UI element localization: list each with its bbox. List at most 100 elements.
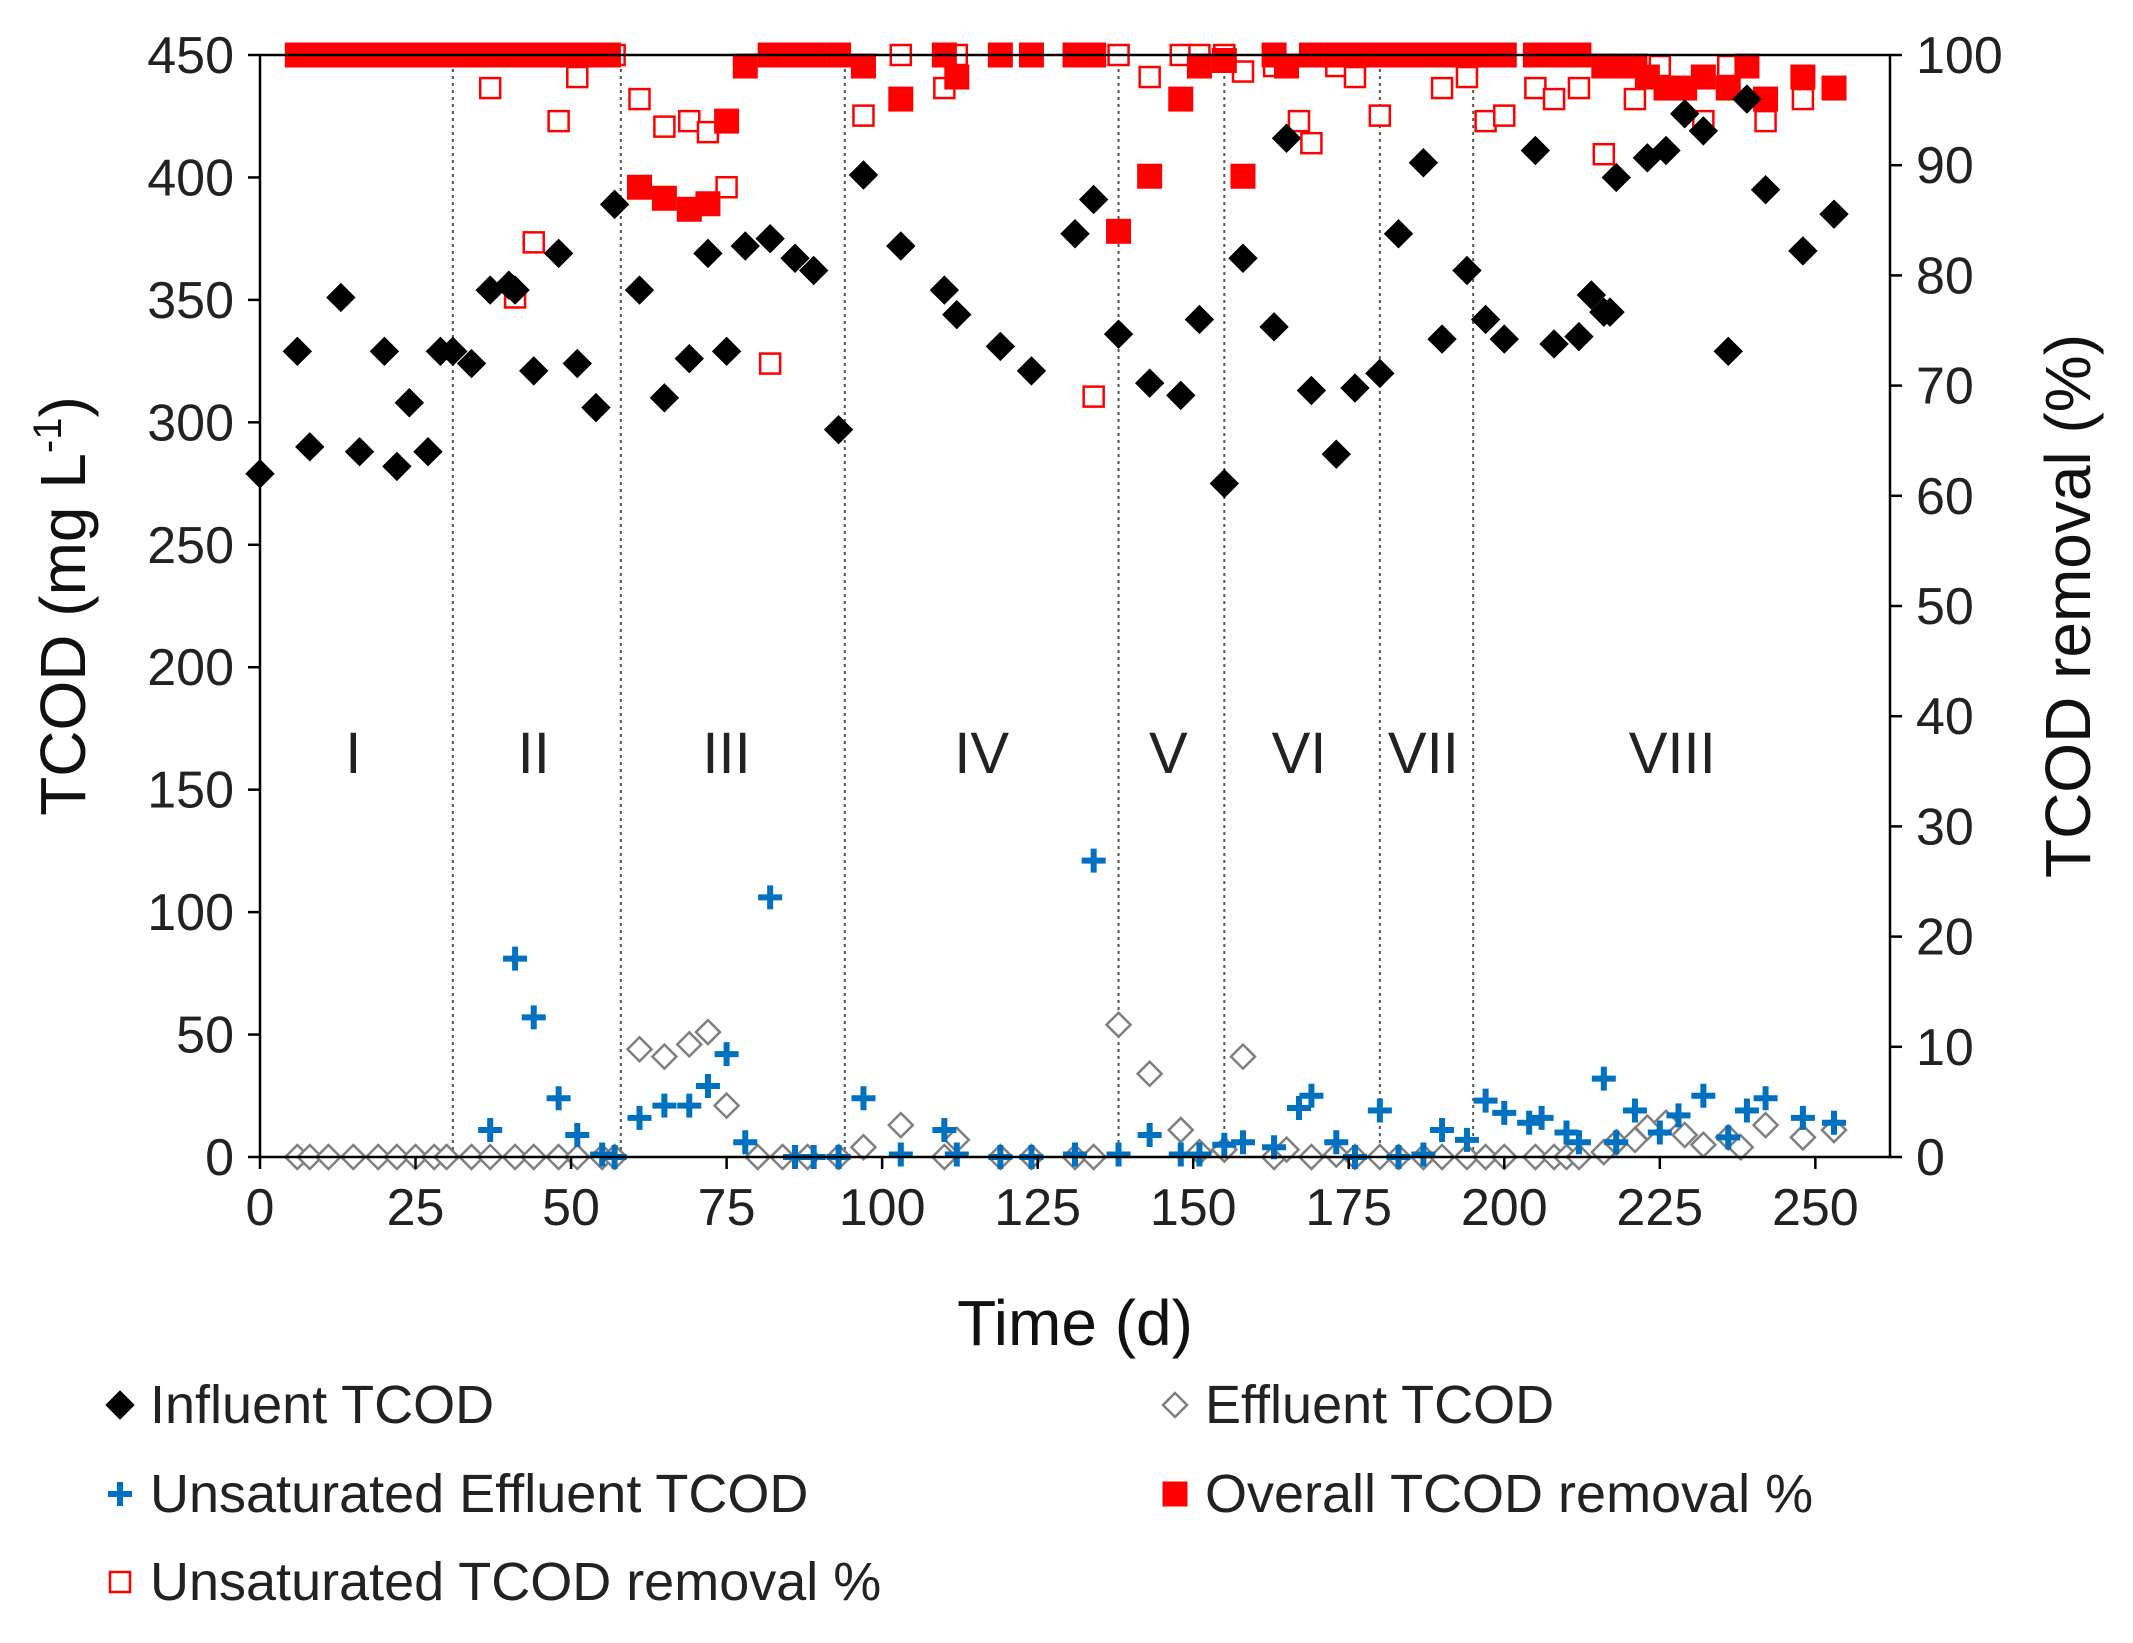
tick-marks-and-labels: 0 25 50 75 100 125 150 175 200 225 250050100150200…: [147, 27, 2003, 1237]
data-point: [1716, 1125, 1741, 1150]
data-point: [1790, 64, 1816, 90]
data-point: [1322, 1140, 1351, 1169]
data-point: [1138, 65, 1161, 89]
phase-label: II: [518, 721, 550, 786]
data-point: [562, 348, 592, 379]
y-tick-label: 50: [176, 1007, 234, 1065]
y-tick-label: 450: [147, 27, 234, 85]
phase-label: VII: [1388, 721, 1459, 786]
data-point: [1669, 99, 1700, 129]
data-point: [695, 1073, 720, 1098]
legend-marker: [1162, 1481, 1188, 1507]
data-point: [1259, 312, 1289, 342]
data-point: [1520, 135, 1551, 166]
data-point: [1078, 184, 1109, 215]
data-point: [714, 1042, 739, 1067]
data-point: [678, 109, 701, 133]
data-point: [369, 336, 400, 367]
data-point: [677, 1093, 702, 1118]
x-tick-label: 150: [1150, 1179, 1237, 1237]
data-point: [1688, 116, 1719, 146]
data-point: [344, 437, 375, 467]
data-point: [798, 255, 829, 286]
y2-tick-label: 10: [1916, 1019, 1974, 1077]
data-point: [849, 1133, 878, 1161]
y-tick-label: 100: [147, 884, 234, 942]
data-point: [1430, 76, 1454, 100]
data-point: [1300, 131, 1323, 155]
data-point: [1368, 104, 1392, 127]
data-point: [1591, 1066, 1616, 1091]
data-point: [932, 1118, 957, 1143]
data-point: [599, 189, 630, 220]
data-point: [1567, 76, 1591, 100]
data-point: [1539, 329, 1569, 359]
data-point: [413, 437, 443, 467]
y2-tick-label: 50: [1916, 578, 1974, 636]
data-point: [852, 104, 875, 127]
data-point: [522, 231, 545, 254]
data-point: [1732, 84, 1762, 114]
data-point: [732, 53, 758, 79]
data-point: [1651, 135, 1681, 166]
data-point: [1166, 380, 1196, 411]
y-axis-title: TCOD (mg L-1): [26, 396, 99, 816]
data-point: [1287, 109, 1311, 133]
data-point: [624, 275, 655, 305]
data-point: [394, 388, 425, 418]
y2-tick-label: 20: [1916, 909, 1974, 967]
data-point: [1063, 1142, 1087, 1167]
y-axis-title-end: ): [27, 396, 99, 417]
data-point: [1104, 1010, 1133, 1039]
x-tick-label: 250: [1772, 1179, 1859, 1237]
legend-label: Unsaturated Effluent TCOD: [150, 1464, 808, 1524]
phase-label: III: [702, 721, 750, 786]
phase-label: V: [1149, 721, 1188, 786]
data-point: [651, 185, 677, 211]
data-point: [282, 336, 313, 367]
data-point: [326, 282, 356, 313]
data-point: [1271, 123, 1302, 153]
phase-labels: I II III IV V VI VII VIII: [345, 721, 1716, 786]
data-point: [1489, 324, 1519, 354]
y-tick-label: 250: [147, 517, 234, 575]
data-point: [521, 1005, 546, 1030]
y-tick-label: 350: [147, 272, 234, 330]
data-point: [478, 76, 502, 100]
data-point: [650, 1042, 679, 1071]
x-axis-title: Time (d): [957, 1287, 1193, 1359]
data-point: [1427, 324, 1457, 354]
legend-label: Unsaturated TCOD removal %: [150, 1552, 881, 1612]
data-point: [456, 348, 487, 379]
data-point: [850, 53, 876, 79]
data-point: [1229, 1042, 1257, 1071]
y2-tick-label: 100: [1916, 27, 2003, 85]
data-point: [694, 1018, 722, 1046]
data-point: [543, 238, 574, 269]
data-point: [1623, 87, 1647, 111]
data-point: [627, 1105, 652, 1130]
data-point: [944, 1142, 969, 1167]
y2-tick-label: 60: [1916, 468, 1974, 526]
data-point: [1819, 199, 1849, 229]
data-point: [1670, 1121, 1699, 1149]
data-point: [1791, 87, 1815, 111]
data-point: [547, 109, 570, 133]
y2-tick-label: 80: [1916, 247, 1974, 305]
data-point: [628, 87, 651, 111]
legend-item: Influent TCOD: [105, 1375, 494, 1435]
data-point: [1790, 1105, 1815, 1130]
x-tick-label: 125: [994, 1179, 1081, 1237]
data-point: [755, 223, 785, 254]
data-point: [1493, 104, 1516, 127]
phase-label: I: [345, 721, 361, 786]
x-tick-label: 50: [542, 1179, 600, 1237]
data-point: [1321, 439, 1352, 469]
data-point: [1789, 1123, 1817, 1152]
x-tick-label: 75: [698, 1179, 756, 1237]
data-point: [1604, 1130, 1629, 1155]
data-point: [985, 331, 1016, 362]
phase-label: VI: [1272, 721, 1327, 786]
data-point: [1135, 1059, 1164, 1088]
data-point: [888, 86, 914, 112]
